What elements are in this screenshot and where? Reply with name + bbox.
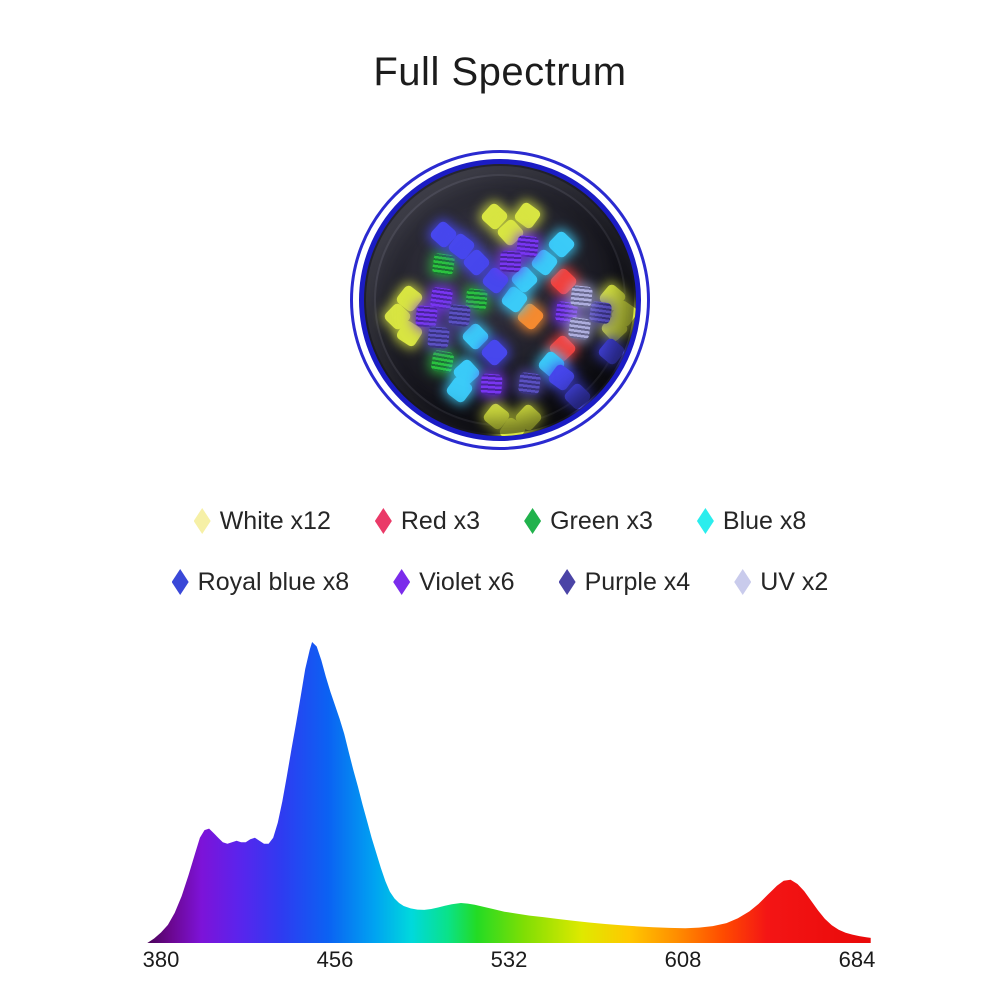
led-chip-violet — [498, 249, 522, 273]
purple-diamond-icon — [558, 569, 576, 595]
x-tick-532: 532 — [491, 947, 528, 972]
legend-row-2: Royal blue x8 Violet x6 Purple x4 UV x2 — [0, 562, 1000, 602]
white-diamond-icon — [193, 508, 211, 534]
legend-label: Violet x6 — [419, 567, 515, 596]
legend-item-red: Red x3 — [374, 506, 481, 536]
red-diamond-icon — [374, 508, 392, 534]
legend-label: Green x3 — [550, 506, 653, 535]
led-chip-green — [429, 348, 455, 374]
led-chip-violet — [414, 304, 438, 328]
led-legend: White x12 Red x3 Green x3 Blue x8 Royal blue… — [0, 501, 1000, 602]
legend-label: Red x3 — [400, 506, 481, 535]
uv-diamond-icon — [734, 569, 752, 595]
led-chip-royal — [596, 336, 626, 366]
lamp-body — [359, 159, 641, 441]
led-chip-purple — [517, 371, 541, 395]
page-title: Full Spectrum — [373, 50, 627, 94]
x-tick-456: 456 — [317, 947, 354, 972]
spectrum-chart: 380 456 532 608 684 — [143, 642, 876, 972]
legend-label: White x12 — [219, 506, 331, 535]
x-tick-380: 380 — [143, 947, 180, 972]
led-chip-purple — [426, 325, 450, 349]
led-chip-violet — [479, 372, 503, 396]
led-chip-purple — [588, 300, 612, 324]
legend-item-uv: UV x2 — [734, 568, 828, 597]
royal-blue-diamond-icon — [171, 569, 189, 595]
legend-item-royal-blue: Royal blue x8 — [171, 567, 350, 597]
legend-item-violet: Violet x6 — [393, 567, 515, 597]
legend-item-green: Green x3 — [524, 507, 653, 536]
legend-label: Purple x4 — [584, 567, 691, 596]
legend-label: UV x2 — [760, 567, 829, 596]
x-tick-684: 684 — [839, 947, 876, 972]
legend-item-blue: Blue x8 — [696, 506, 807, 536]
led-chip-purple — [447, 303, 471, 327]
legend-item-white: White x12 — [193, 506, 331, 536]
led-array — [364, 164, 636, 436]
x-axis-tick-labels: 380 456 532 608 684 — [143, 947, 876, 972]
legend-label: Blue x8 — [722, 506, 807, 535]
legend-label: Royal blue x8 — [197, 567, 350, 596]
led-chip-green — [431, 252, 455, 276]
green-diamond-icon — [524, 508, 542, 534]
led-chip-uv — [567, 316, 591, 340]
blue-diamond-icon — [696, 508, 714, 534]
legend-item-purple: Purple x4 — [558, 567, 691, 597]
legend-row-1: White x12 Red x3 Green x3 Blue x8 — [0, 501, 1000, 541]
led-chip-uv — [569, 284, 593, 308]
led-lamp-image — [350, 150, 650, 450]
x-tick-608: 608 — [665, 947, 702, 972]
spectrum-area — [147, 642, 871, 943]
violet-diamond-icon — [393, 569, 411, 595]
